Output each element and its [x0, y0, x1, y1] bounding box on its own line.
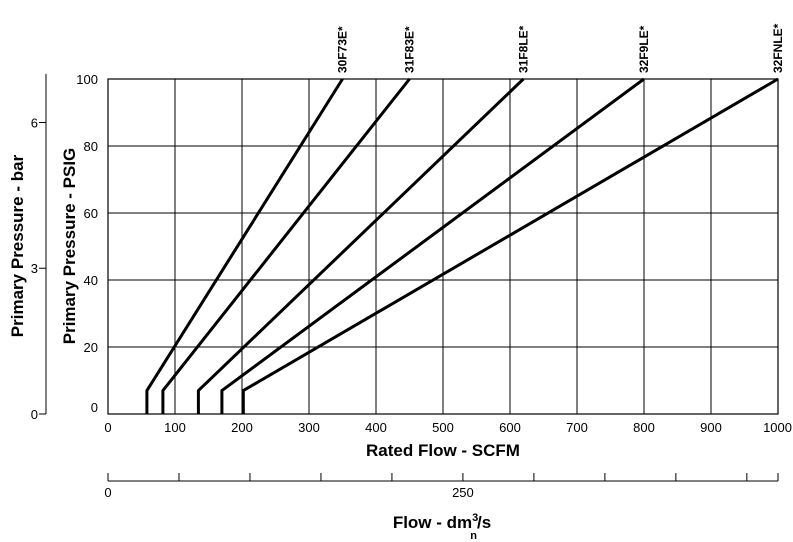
tick-labels: 0 100 200 300 400 500 600 700 800 900 1000 0 20 40 60 8… — [76, 72, 792, 435]
x-tick-label: 200 — [231, 420, 253, 435]
y-tick-label: 20 — [84, 340, 98, 355]
secondary-y-axis-title: Primary Pressure - bar — [8, 154, 27, 337]
x-tick-label: 1000 — [763, 420, 792, 435]
x-tick-label: 300 — [298, 420, 320, 435]
series-label: 31F8LE* — [516, 25, 530, 73]
x-axis-title: Rated Flow - SCFM — [366, 441, 520, 460]
y-tick-label: 100 — [76, 72, 98, 87]
x-tick-label: 0 — [104, 420, 111, 435]
plot-frame — [107, 78, 779, 415]
series-line — [220, 77, 645, 414]
series-line — [145, 78, 344, 414]
series-line — [196, 77, 525, 414]
series-line — [161, 78, 411, 414]
y-tick-label: 0 — [91, 400, 98, 415]
x-tick-label: 400 — [365, 420, 387, 435]
y-axis-title: Primary Pressure - PSIG — [60, 148, 79, 345]
secondary-x-axis-title: Flow - dm3 n/s — [393, 512, 491, 542]
series-line — [241, 77, 779, 414]
secondary-x-tick-label: 250 — [452, 485, 474, 500]
series-label: 32F9LE* — [637, 25, 651, 73]
y-tick-label: 80 — [84, 139, 98, 154]
x-tick-label: 100 — [164, 420, 186, 435]
series-label: 31F83E* — [403, 26, 417, 73]
series-label: 32FNLE* — [771, 23, 785, 73]
secondary-y-tick-label: 0 — [31, 407, 38, 422]
secondary-x-label-sup: 3 — [472, 512, 478, 524]
secondary-x-tick-label: 0 — [104, 485, 111, 500]
series-label: 30F73E* — [336, 26, 350, 73]
secondary-x-label-sub: n — [470, 530, 477, 542]
secondary-y-tick-label: 6 — [31, 115, 38, 130]
x-tick-label: 600 — [499, 420, 521, 435]
secondary-y-tick-label: 3 — [31, 261, 38, 276]
secondary-x-label-main: Flow - dm — [393, 513, 472, 532]
x-tick-label: 500 — [432, 420, 454, 435]
y-tick-label: 40 — [84, 273, 98, 288]
y-tick-label: 60 — [84, 206, 98, 221]
secondary-x-label-suffix: /s — [477, 513, 491, 532]
x-tick-label: 800 — [633, 420, 655, 435]
x-tick-label: 700 — [566, 420, 588, 435]
series-lines: 30F73E* 31F83E* 31F8LE* 32F9LE* 32FNLE* — [145, 23, 785, 414]
x-tick-label: 900 — [700, 420, 722, 435]
grid-lines — [107, 78, 779, 415]
